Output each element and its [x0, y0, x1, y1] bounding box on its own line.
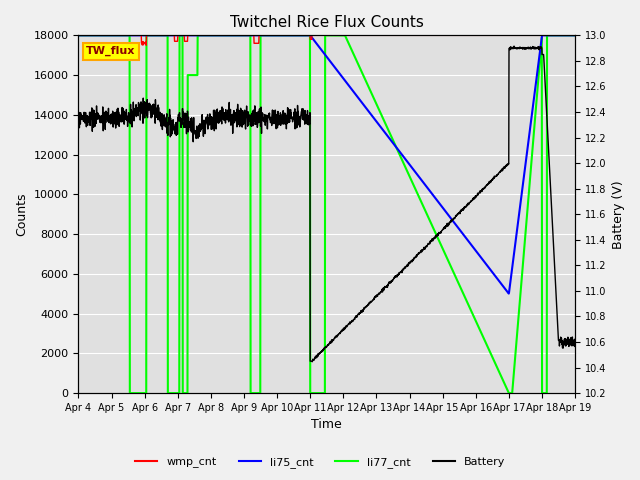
X-axis label: Time: Time	[312, 419, 342, 432]
Y-axis label: Counts: Counts	[15, 192, 28, 236]
Legend: wmp_cnt, li75_cnt, li77_cnt, Battery: wmp_cnt, li75_cnt, li77_cnt, Battery	[131, 452, 509, 472]
Y-axis label: Battery (V): Battery (V)	[612, 180, 625, 249]
Text: TW_flux: TW_flux	[86, 46, 135, 56]
Title: Twitchel Rice Flux Counts: Twitchel Rice Flux Counts	[230, 15, 424, 30]
